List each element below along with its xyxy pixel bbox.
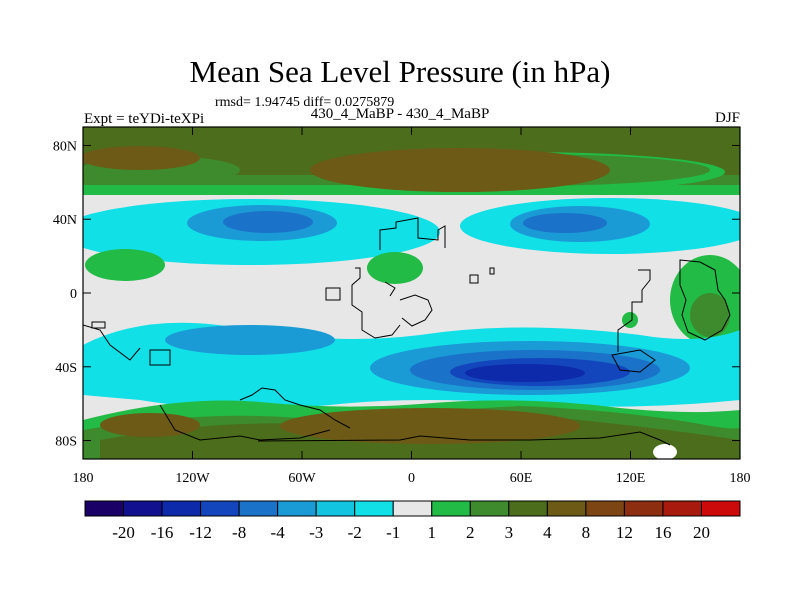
antarctic-high-8 (280, 408, 580, 444)
antarctic-high-8-west (100, 413, 200, 437)
coastline-eurasia-west (379, 217, 446, 250)
colorbar-swatch (277, 500, 317, 517)
colorbar-label: 20 (693, 523, 710, 542)
lat-tick-label: 40N (53, 213, 77, 228)
lat-tick-label: 0 (70, 287, 77, 302)
colorbar-swatch (431, 500, 471, 517)
coastline-south-pacific-island (149, 349, 171, 366)
coastline-galapagos (91, 321, 106, 329)
coastline-southeast-asia (617, 269, 651, 352)
coastline-africa-north (384, 281, 396, 297)
colorbar-label: -16 (151, 523, 174, 542)
experiment-label: Expt = teYDi-teXPi (84, 111, 205, 127)
pressure-field (83, 127, 740, 459)
coastline-caribbean (325, 287, 341, 301)
coastlines (83, 217, 731, 446)
colorbar-label: 2 (466, 523, 475, 542)
colorbar-label: 8 (582, 523, 591, 542)
colorbar-swatch (84, 500, 125, 517)
east-pacific-patch-2 (85, 249, 165, 281)
colorbar-label: -4 (271, 523, 286, 542)
coastline-africa-west (351, 267, 401, 339)
south-indian-low-12 (465, 364, 585, 382)
north-high-8-east (310, 148, 610, 192)
west-pacific-patch-3 (690, 293, 730, 337)
colorbar-label: 3 (505, 523, 514, 542)
map-title: Mean Sea Level Pressure (in hPa) (189, 54, 611, 89)
colorbar-swatch (161, 500, 202, 517)
lon-tick-label: 180 (73, 471, 94, 486)
coastline-antarctica-east (257, 431, 671, 446)
colorbar-label: 12 (616, 523, 633, 542)
lon-tick-label: 0 (408, 471, 415, 486)
coastline-antarctica-west (159, 404, 331, 441)
colorbar-label: 1 (428, 523, 437, 542)
lon-tick-label: 60W (288, 471, 316, 486)
colorbar-swatch (469, 500, 510, 517)
colorbar-label: -2 (348, 523, 362, 542)
colorbar-swatch (392, 500, 433, 517)
colorbar-label: -3 (309, 523, 323, 542)
colorbar-swatch (585, 500, 625, 517)
colorbar-swatch (546, 500, 587, 517)
lat-tick-label: 80S (55, 435, 77, 450)
coastline-arabia (469, 274, 479, 284)
coastline-africa-east (399, 294, 433, 327)
lon-tick-label: 120E (616, 471, 646, 486)
south-pacific-low-3 (165, 325, 335, 355)
colorbar-swatch (700, 500, 741, 517)
colorbar-label: -12 (189, 523, 212, 542)
colorbar-swatch (662, 500, 702, 517)
north-eurasia-low-4 (523, 213, 607, 233)
longitude-axis: 180 120W 60W 0 60E 120E 180 (73, 127, 751, 486)
lon-tick-label: 120W (175, 471, 210, 486)
colorbar-swatch (200, 500, 240, 517)
map-subtitle: 430_4_MaBP - 430_4_MaBP (310, 106, 490, 122)
colorbar-swatch (354, 500, 394, 517)
north-high-8-west (83, 146, 200, 170)
colorbar-swatch (623, 500, 664, 517)
africa-patch-2 (367, 252, 423, 284)
coastline-antarctic-peninsula (239, 387, 351, 429)
colorbar: -20 -16 -12 -8 -4 -3 -2 -1 1 2 3 4 8 12 16 20 (84, 500, 741, 542)
latitude-axis: 80N 40N 0 40S 80S (53, 139, 740, 450)
north-pacific-low-4 (223, 211, 313, 233)
coastline-west-pacific (679, 259, 731, 341)
lon-tick-label: 60E (510, 471, 533, 486)
colorbar-label: 4 (543, 523, 552, 542)
colorbar-swatch (238, 500, 279, 517)
colorbar-swatch (315, 500, 356, 517)
colorbar-label: 16 (654, 523, 671, 542)
colorbar-swatch (123, 500, 163, 517)
colorbar-swatch (508, 500, 548, 517)
antarctic-white-patch (653, 444, 677, 459)
colorbar-label: -8 (232, 523, 246, 542)
colorbar-label: -20 (112, 523, 135, 542)
lat-tick-label: 80N (53, 139, 77, 154)
coastline-persia (489, 267, 495, 275)
lat-tick-label: 40S (55, 361, 77, 376)
colorbar-label: -1 (386, 523, 400, 542)
season-label: DJF (714, 110, 740, 126)
coastline-australia (611, 349, 656, 373)
rmsd-diff-stats: rmsd= 1.94745 diff= 0.0275879 (215, 95, 395, 110)
lon-tick-label: 180 (730, 471, 751, 486)
